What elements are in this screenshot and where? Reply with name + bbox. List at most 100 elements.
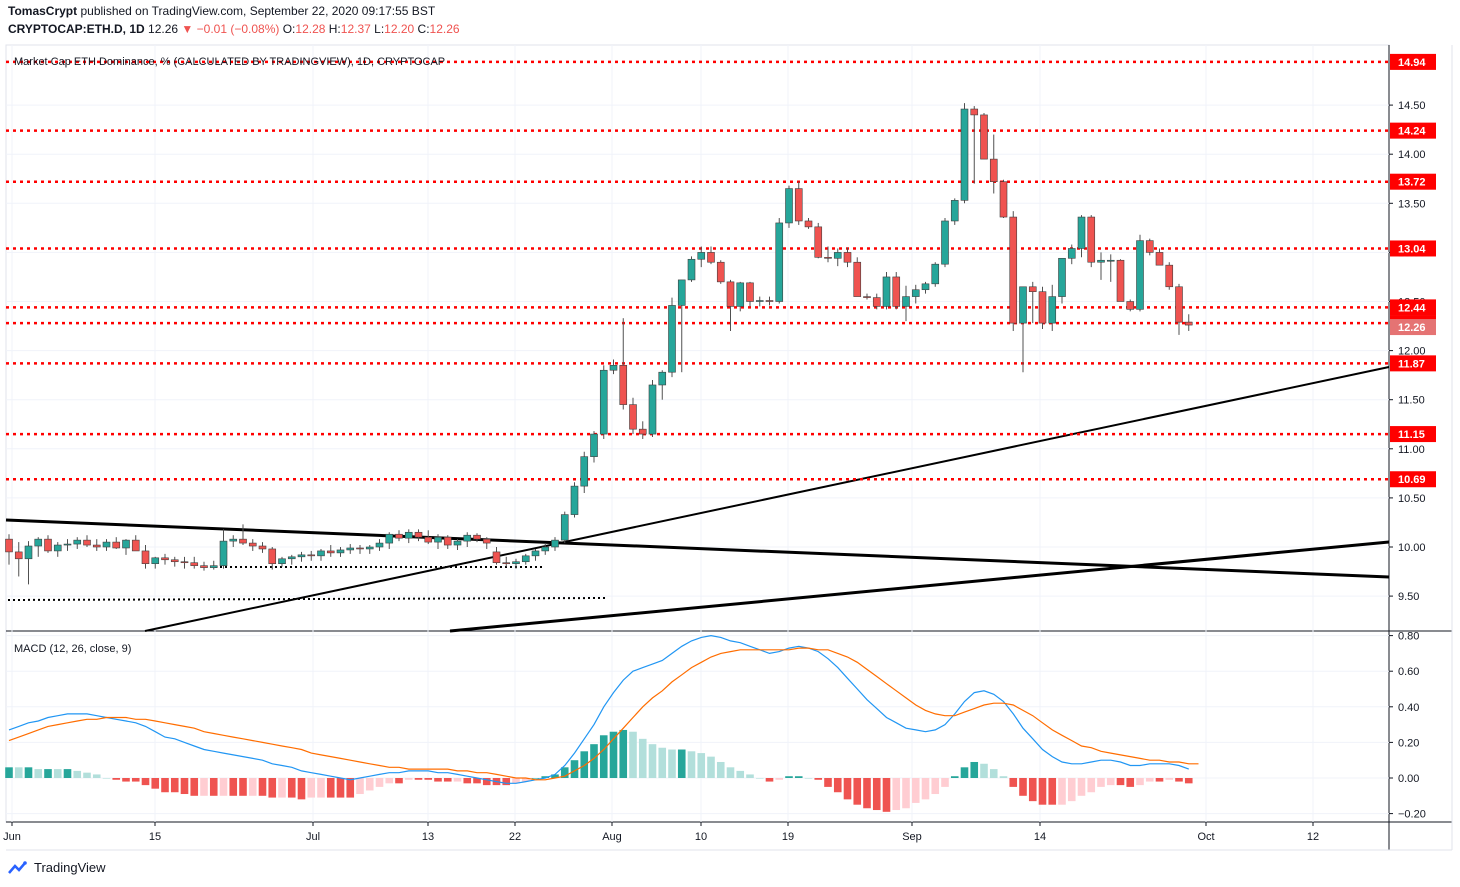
candle-body bbox=[278, 558, 286, 564]
candle-body bbox=[1116, 259, 1125, 302]
macd-histogram-bar bbox=[473, 778, 481, 784]
macd-histogram-bar bbox=[453, 778, 462, 782]
candle-body bbox=[53, 544, 62, 552]
candle-body bbox=[785, 188, 793, 224]
macd-histogram-bar bbox=[92, 774, 101, 778]
high-label: H: bbox=[328, 22, 341, 36]
macd-histogram-bar bbox=[424, 778, 433, 780]
trendlines bbox=[5, 366, 1390, 633]
candle-body bbox=[658, 371, 667, 386]
macd-histogram-bar bbox=[239, 778, 247, 796]
macd-histogram-bar bbox=[892, 778, 901, 811]
candle-body bbox=[229, 538, 238, 542]
price-level-labels: 14.9414.2413.7213.0412.4412.2811.8711.15… bbox=[1390, 53, 1436, 488]
main-pane-title: Market Cap ETH Dominance, % (CALCULATED … bbox=[14, 56, 445, 68]
candle-body bbox=[687, 258, 696, 281]
candle-body bbox=[239, 538, 247, 544]
candle-body bbox=[356, 547, 364, 550]
candle-body bbox=[83, 539, 91, 546]
candle-body bbox=[424, 536, 433, 543]
price-tick-label: 12.00 bbox=[1398, 346, 1426, 358]
candle-body bbox=[1126, 301, 1135, 310]
macd-histogram-bar bbox=[541, 776, 550, 778]
macd-histogram-bar bbox=[317, 778, 325, 798]
macd-histogram-bar bbox=[1038, 778, 1047, 805]
macd-pane-title: MACD (12, 26, close, 9) bbox=[14, 643, 131, 655]
candle-body bbox=[1106, 259, 1115, 262]
candle-body bbox=[385, 533, 394, 544]
macd-histogram-bar bbox=[921, 778, 930, 800]
close-value: 12.26 bbox=[429, 22, 460, 36]
macd-histogram-bar bbox=[404, 778, 413, 780]
macd-histogram-bar bbox=[775, 778, 784, 780]
tradingview-logo[interactable]: TradingView bbox=[8, 860, 106, 875]
close-label: C: bbox=[417, 22, 430, 36]
macd-tick-label: 0.80 bbox=[1398, 631, 1419, 643]
candle-body bbox=[892, 276, 901, 307]
macd-histogram-bar bbox=[1145, 778, 1154, 782]
macd-histogram-bar bbox=[287, 778, 296, 798]
price-level-label: 14.24 bbox=[1398, 126, 1426, 138]
time-tick-label: Jun bbox=[3, 831, 21, 843]
candle-body bbox=[707, 252, 715, 263]
candle-body bbox=[1175, 286, 1183, 323]
candle-body bbox=[755, 300, 764, 302]
macd-histogram-bar bbox=[219, 778, 228, 796]
price-level-label-box bbox=[1390, 355, 1436, 372]
macd-histogram-bar bbox=[1155, 778, 1164, 782]
macd-histogram-bar bbox=[34, 769, 43, 778]
macd-histogram-bar bbox=[551, 774, 559, 778]
macd-histogram-bar bbox=[658, 747, 667, 778]
macd-histogram-bar bbox=[14, 767, 23, 778]
macd-histogram-bar bbox=[804, 778, 813, 779]
candle-body bbox=[580, 456, 589, 487]
macd-histogram-bar bbox=[941, 778, 949, 787]
macd-histogram-bar bbox=[531, 778, 540, 779]
candle-body bbox=[609, 365, 618, 371]
macd-line bbox=[8, 634, 1190, 784]
candle-body bbox=[1028, 286, 1037, 292]
macd-histogram-bar bbox=[414, 778, 423, 780]
candle-body bbox=[297, 554, 306, 558]
candle-body bbox=[346, 547, 355, 551]
price-tick-label: 14.00 bbox=[1398, 149, 1426, 161]
candle-body bbox=[804, 220, 813, 228]
price-level-label-box bbox=[1390, 173, 1436, 190]
time-tick-label: Jul bbox=[306, 831, 320, 843]
candle-body bbox=[697, 252, 706, 260]
macd-histogram-bar bbox=[180, 778, 189, 795]
candle-body bbox=[482, 538, 491, 544]
candle-body bbox=[434, 536, 442, 543]
candle-body bbox=[112, 541, 121, 549]
macd-histogram-bar bbox=[1077, 778, 1086, 796]
time-tick-label: 14 bbox=[1034, 831, 1046, 843]
macd-histogram-bar bbox=[336, 778, 345, 798]
price-level-label-box bbox=[1390, 122, 1436, 139]
symbol-name[interactable]: CRYPTOCAP:ETH.D, 1D bbox=[8, 22, 145, 36]
author-name[interactable]: TomasCrypt bbox=[8, 4, 78, 18]
macd-histogram-bar bbox=[297, 778, 306, 800]
candle-body bbox=[443, 536, 452, 546]
macd-histogram-bar bbox=[395, 778, 403, 784]
candle-body bbox=[872, 297, 881, 307]
macd-histogram-bar bbox=[521, 778, 530, 782]
time-tick-label: Aug bbox=[602, 831, 622, 843]
candle-body bbox=[307, 554, 316, 557]
low-value: 12.20 bbox=[384, 22, 415, 36]
candle-body bbox=[336, 549, 345, 554]
candle-body bbox=[619, 365, 628, 405]
macd-tick-label: 0.20 bbox=[1398, 737, 1419, 749]
candle-body bbox=[317, 550, 325, 557]
candle-body bbox=[1145, 240, 1154, 253]
candle-body bbox=[989, 158, 998, 182]
macd-histogram-bar bbox=[278, 778, 286, 798]
macd-histogram-bar bbox=[434, 778, 442, 782]
candle-body bbox=[1019, 286, 1027, 324]
candle-body bbox=[502, 562, 511, 565]
macd-histogram-bar bbox=[980, 763, 988, 778]
price-level-label-box bbox=[1390, 471, 1436, 488]
candle-body bbox=[1087, 216, 1096, 263]
macd-histogram-bar bbox=[1067, 778, 1076, 802]
macd-histogram-bar bbox=[950, 776, 959, 778]
